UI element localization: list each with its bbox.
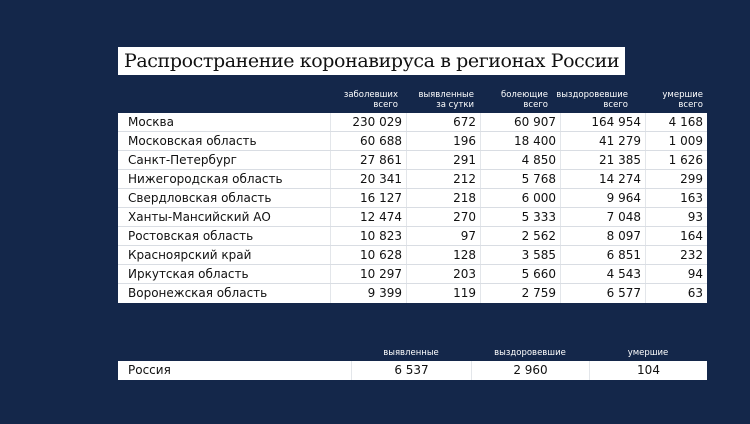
- recovered-cell: 6 577: [560, 284, 645, 303]
- region-name-cell: Санкт-Петербург: [128, 153, 237, 167]
- recovered-cell: 4 543: [560, 265, 645, 283]
- deaths-cell: 1 009: [645, 132, 707, 150]
- deaths-cell: 93: [645, 208, 707, 226]
- page-title: Распространение коронавируса в регионах …: [118, 47, 626, 75]
- summary-label: Россия: [128, 363, 171, 377]
- table-row: Санкт-Петербург 27 861 291 4 850 21 385 1 626: [118, 151, 707, 170]
- active-cases-cell: 6 000: [480, 189, 560, 207]
- active-cases-cell: 5 333: [480, 208, 560, 226]
- column-header-daily: выявленные за сутки: [418, 90, 474, 110]
- active-cases-cell: 60 907: [480, 113, 560, 131]
- summary-header-recovered: выздоровевшие: [494, 348, 566, 358]
- daily-cases-cell: 218: [406, 189, 480, 207]
- total-cases-cell: 16 127: [330, 189, 406, 207]
- table-row: Ханты-Мансийский АО 12 474 270 5 333 7 048 93: [118, 208, 707, 227]
- total-cases-cell: 27 861: [330, 151, 406, 169]
- total-cases-cell: 10 628: [330, 246, 406, 264]
- region-name-cell: Ростовская область: [128, 229, 254, 243]
- deaths-cell: 4 168: [645, 113, 707, 131]
- total-cases-cell: 230 029: [330, 113, 406, 131]
- daily-cases-cell: 672: [406, 113, 480, 131]
- deaths-cell: 163: [645, 189, 707, 207]
- recovered-cell: 21 385: [560, 151, 645, 169]
- active-cases-cell: 18 400: [480, 132, 560, 150]
- total-cases-cell: 12 474: [330, 208, 406, 226]
- deaths-cell: 232: [645, 246, 707, 264]
- column-header-total: заболевших всего: [343, 90, 398, 110]
- column-header-deaths: умершие всего: [662, 90, 703, 110]
- summary-row: Россия 6 537 2 960 104: [118, 361, 707, 380]
- table-row: Москва 230 029 672 60 907 164 954 4 168: [118, 113, 707, 132]
- total-cases-cell: 20 341: [330, 170, 406, 188]
- region-name-cell: Москва: [128, 115, 174, 129]
- table-row: Свердловская область 16 127 218 6 000 9 964 1…: [118, 189, 707, 208]
- recovered-cell: 6 851: [560, 246, 645, 264]
- daily-cases-cell: 119: [406, 284, 480, 303]
- daily-cases-cell: 212: [406, 170, 480, 188]
- region-name-cell: Нижегородская область: [128, 172, 283, 186]
- total-cases-cell: 10 297: [330, 265, 406, 283]
- active-cases-cell: 2 759: [480, 284, 560, 303]
- summary-header-deaths: умершие: [627, 348, 669, 358]
- active-cases-cell: 4 850: [480, 151, 560, 169]
- total-cases-cell: 60 688: [330, 132, 406, 150]
- deaths-cell: 1 626: [645, 151, 707, 169]
- table-row: Нижегородская область 20 341 212 5 768 14 27…: [118, 170, 707, 189]
- summary-deaths: 104: [589, 361, 707, 380]
- summary-recovered: 2 960: [471, 361, 589, 380]
- deaths-cell: 94: [645, 265, 707, 283]
- recovered-cell: 8 097: [560, 227, 645, 245]
- region-name-cell: Воронежская область: [128, 286, 268, 300]
- recovered-cell: 164 954: [560, 113, 645, 131]
- active-cases-cell: 5 660: [480, 265, 560, 283]
- active-cases-cell: 5 768: [480, 170, 560, 188]
- total-cases-cell: 10 823: [330, 227, 406, 245]
- table-row: Иркутская область 10 297 203 5 660 4 543 94: [118, 265, 707, 284]
- table-row: Красноярский край 10 628 128 3 585 6 851 232: [118, 246, 707, 265]
- region-name-cell: Красноярский край: [128, 248, 252, 262]
- daily-cases-cell: 196: [406, 132, 480, 150]
- daily-cases-cell: 291: [406, 151, 480, 169]
- recovered-cell: 14 274: [560, 170, 645, 188]
- summary-header-detected: выявленные: [383, 348, 439, 358]
- table-row: Московская область 60 688 196 18 400 41 279 1…: [118, 132, 707, 151]
- recovered-cell: 9 964: [560, 189, 645, 207]
- column-header-active: болеющие всего: [500, 90, 548, 110]
- summary-detected: 6 537: [351, 361, 471, 380]
- region-name-cell: Иркутская область: [128, 267, 249, 281]
- active-cases-cell: 3 585: [480, 246, 560, 264]
- daily-cases-cell: 97: [406, 227, 480, 245]
- daily-cases-cell: 128: [406, 246, 480, 264]
- region-name-cell: Свердловская область: [128, 191, 272, 205]
- daily-cases-cell: 270: [406, 208, 480, 226]
- table-row: Воронежская область 9 399 119 2 759 6 577 63: [118, 284, 707, 303]
- regions-table: Москва 230 029 672 60 907 164 954 4 168 Москов…: [118, 113, 707, 303]
- deaths-cell: 299: [645, 170, 707, 188]
- total-cases-cell: 9 399: [330, 284, 406, 303]
- daily-cases-cell: 203: [406, 265, 480, 283]
- active-cases-cell: 2 562: [480, 227, 560, 245]
- region-name-cell: Ханты-Мансийский АО: [128, 210, 271, 224]
- table-row: Ростовская область 10 823 97 2 562 8 097 164: [118, 227, 707, 246]
- region-name-cell: Московская область: [128, 134, 257, 148]
- deaths-cell: 63: [645, 284, 707, 303]
- recovered-cell: 7 048: [560, 208, 645, 226]
- deaths-cell: 164: [645, 227, 707, 245]
- recovered-cell: 41 279: [560, 132, 645, 150]
- column-header-recovered: выздоровевшие всего: [556, 90, 628, 110]
